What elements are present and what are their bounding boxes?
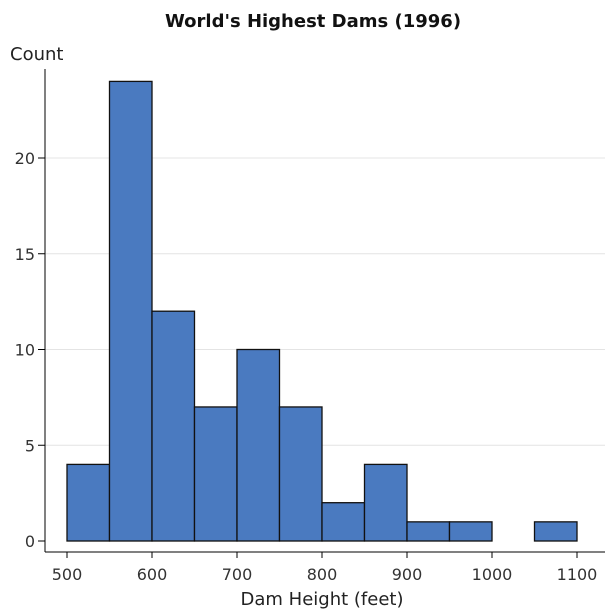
y-tick-label: 5 (25, 436, 35, 455)
histogram-bar-500-550 (66, 463, 111, 542)
x-axis-label: Dam Height (feet) (241, 589, 404, 610)
y-tick-label: 0 (25, 532, 35, 551)
x-tick-label: 1100 (557, 565, 598, 584)
histogram-bar-650-700 (193, 406, 238, 542)
chart-title: World's Highest Dams (1996) (165, 11, 461, 32)
histogram-bar-800-850 (321, 502, 366, 542)
tick-labels: 0 5 10 15 20 500 600 700 800 900 1000 1100 (15, 149, 598, 584)
x-tick-label: 700 (222, 565, 253, 584)
histogram-bar-700-750 (236, 348, 281, 542)
x-tick-label: 800 (307, 565, 338, 584)
bar-series (66, 80, 578, 542)
x-tick-label: 600 (137, 565, 168, 584)
x-tick-label: 900 (392, 565, 423, 584)
histogram-bar-900-950 (406, 521, 451, 542)
y-tick-label: 15 (15, 245, 35, 264)
y-tick-label: 10 (15, 341, 35, 360)
axes (38, 69, 605, 558)
histogram-bar-550-600 (108, 80, 153, 542)
histogram-bar-750-800 (278, 406, 323, 542)
histogram-bar-600-650 (151, 310, 196, 542)
x-tick-label: 1000 (472, 565, 513, 584)
histogram-bar-950-1000 (448, 521, 493, 542)
y-axis-label: Count (10, 44, 63, 65)
y-tick-label: 20 (15, 149, 35, 168)
x-tick-label: 500 (52, 565, 83, 584)
histogram-bar-1050-1100 (533, 521, 578, 542)
histogram-bar-850-900 (363, 463, 408, 542)
